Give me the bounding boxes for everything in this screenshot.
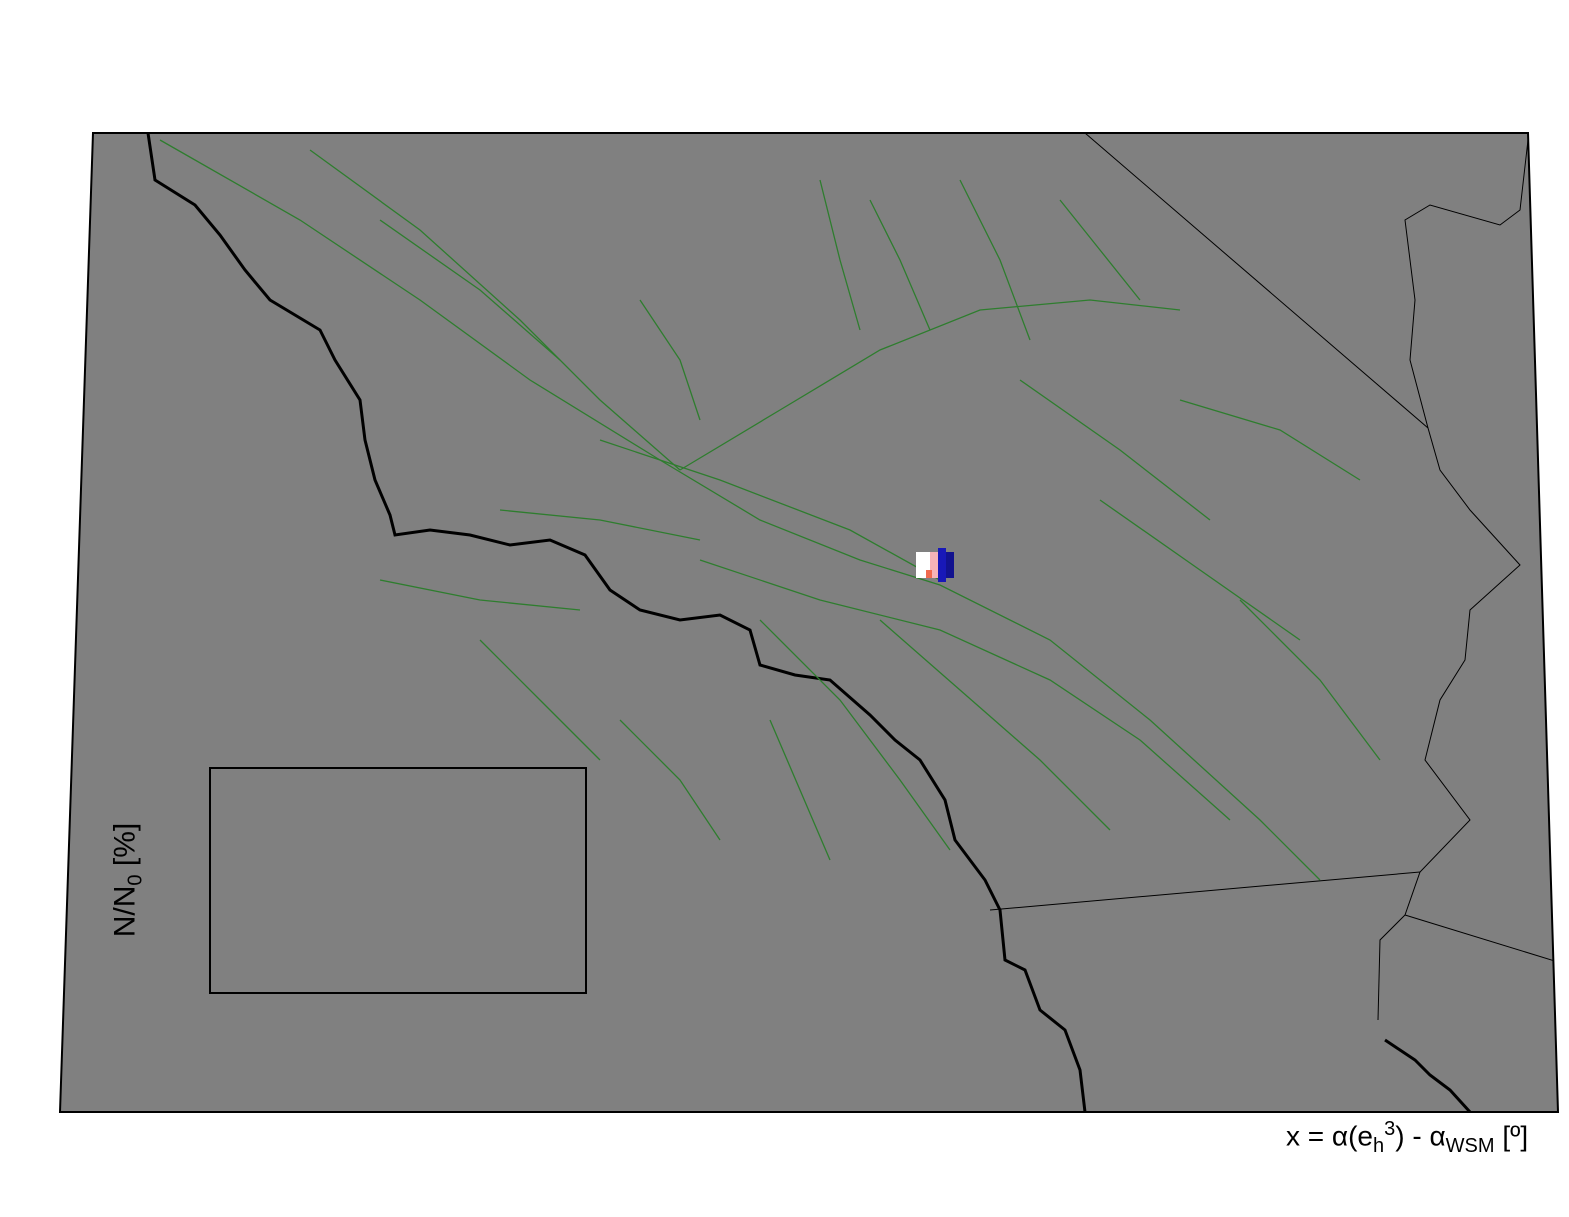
coastline bbox=[146, 133, 1087, 1112]
state-border bbox=[989, 871, 1421, 911]
map-layers bbox=[146, 133, 1558, 1112]
colorbar-label: x = α(eh3) - αWSM [º] bbox=[1286, 1118, 1529, 1157]
fault-lines bbox=[159, 139, 1381, 881]
histogram-frame bbox=[209, 767, 587, 994]
histogram-y-label: N/N0 [%] bbox=[108, 822, 147, 938]
river bbox=[1377, 139, 1529, 1021]
coastline-baja-east bbox=[1384, 1038, 1472, 1112]
state-border bbox=[1084, 133, 1429, 429]
map-frame bbox=[58, 132, 1560, 1113]
misfit-cells bbox=[916, 548, 954, 582]
state-border bbox=[1404, 914, 1558, 963]
